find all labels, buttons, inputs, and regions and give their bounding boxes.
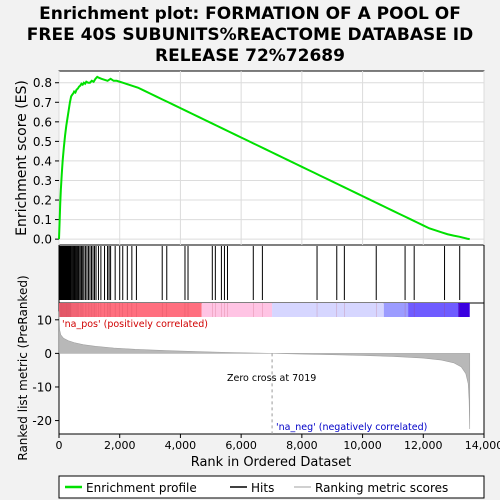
negative-correlation-label: 'na_neg' (negatively correlated) xyxy=(276,422,427,433)
legend-hits-label: Hits xyxy=(251,481,274,495)
es-y-tick-label: 0.5 xyxy=(33,135,52,149)
enrichment-profile-line xyxy=(58,75,470,241)
metric-y-tick-label: -10 xyxy=(32,380,52,394)
es-panel xyxy=(58,70,485,246)
gene-hit-ticks xyxy=(58,246,461,300)
ranking-metric-area xyxy=(58,311,471,429)
metric-y-axis-label: Ranked list metric (PreRanked) xyxy=(16,275,30,460)
es-y-tick-label: 0.1 xyxy=(33,213,52,227)
x-axis-label: Rank in Ordered Dataset xyxy=(191,455,352,470)
chart-title-line-2: FREE 40S SUBUNITS%REACTOME DATABASE ID xyxy=(27,25,473,45)
metric-y-tick-label: 10 xyxy=(37,313,52,327)
es-y-tick-label: 0.2 xyxy=(33,194,52,208)
x-tick-label: 4,000 xyxy=(165,439,197,452)
color-bar-segment xyxy=(383,303,409,317)
metric-y-tick-label: 0 xyxy=(44,347,52,361)
es-y-axis-label: Enrichment score (ES) xyxy=(14,80,30,236)
rank-color-bar xyxy=(59,303,470,317)
positive-correlation-label: 'na_pos' (positively correlated) xyxy=(62,319,208,330)
x-tick-label: 10,000 xyxy=(343,439,382,452)
hits-panel xyxy=(58,244,485,304)
color-bar-segment xyxy=(408,303,459,317)
chart-title-line-1: Enrichment plot: FORMATION OF A POOL OF xyxy=(39,4,461,24)
metric-y-axis: -20 -10 0 10 xyxy=(32,313,59,428)
color-bar-segment xyxy=(458,303,470,317)
color-bar-segment xyxy=(272,303,384,317)
es-y-tick-label: 0.3 xyxy=(33,174,52,188)
ranking-metric-fill xyxy=(58,311,471,429)
es-y-tick-label: 0.4 xyxy=(33,154,52,168)
es-y-axis: 0.0 0.1 0.2 0.3 0.4 0.5 0.6 0.7 0.8 xyxy=(33,76,59,247)
x-tick-label: 12,000 xyxy=(404,439,443,452)
color-bar-segment xyxy=(59,303,202,317)
x-tick-label: 0 xyxy=(56,439,63,452)
x-tick-label: 8,000 xyxy=(286,439,318,452)
x-tick-label: 2,000 xyxy=(104,439,136,452)
es-y-tick-label: 0.8 xyxy=(33,76,52,90)
es-y-tick-label: 0.6 xyxy=(33,115,52,129)
metric-y-tick-label: -20 xyxy=(32,414,52,428)
legend-enrichment-label: Enrichment profile xyxy=(86,481,197,495)
es-y-tick-label: 0.7 xyxy=(33,96,52,110)
legend-metric-label: Ranking metric scores xyxy=(315,481,448,495)
x-tick-label: 14,000 xyxy=(465,439,500,452)
color-bar-segment xyxy=(201,303,273,317)
x-axis: 0 2,000 4,000 6,000 8,000 10,000 12,000 14,000 xyxy=(56,434,500,452)
chart-title-line-3: RELEASE 72%72689 xyxy=(155,46,345,66)
legend-box xyxy=(58,475,485,499)
es-y-tick-label: 0.0 xyxy=(33,233,52,247)
x-tick-label: 6,000 xyxy=(225,439,257,452)
